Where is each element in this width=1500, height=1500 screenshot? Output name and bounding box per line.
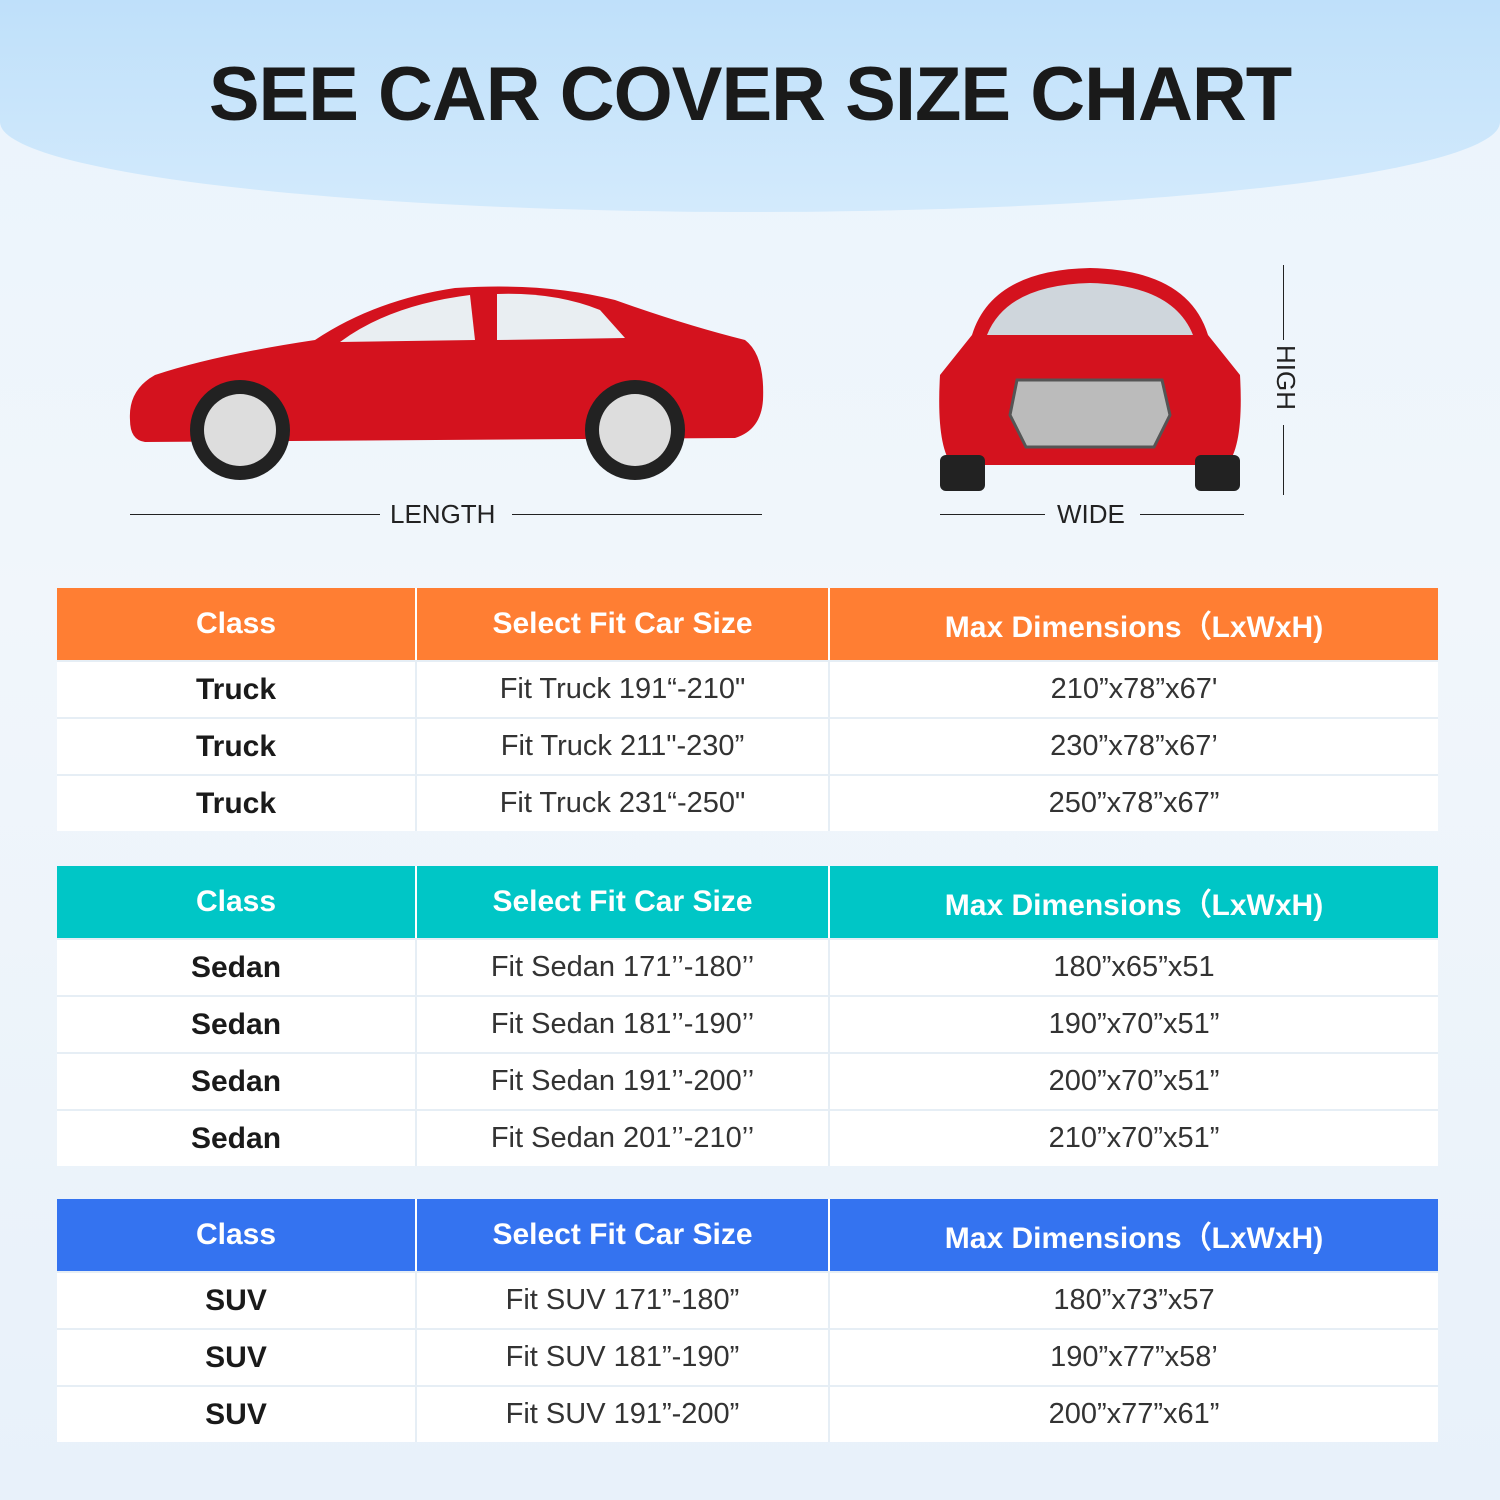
- table-header: Class Select Fit Car Size Max Dimensions…: [57, 866, 1438, 938]
- fit-size-cell: Fit SUV 171”-180”: [417, 1273, 830, 1328]
- class-cell: SUV: [57, 1273, 417, 1328]
- dimensions-cell: 230”x78”x67’: [1050, 730, 1218, 762]
- fit-size-cell: Fit Sedan 201’’-210’’: [417, 1111, 830, 1166]
- fit-size-cell: Fit SUV 181”-190”: [417, 1330, 830, 1385]
- table-row: SUV Fit SUV 171”-180” 180”x73”x57: [57, 1271, 1438, 1328]
- fit-size-cell: Fit Sedan 171’’-180’’: [417, 940, 830, 995]
- class-cell: Truck: [57, 776, 417, 831]
- table-row: Truck Fit Truck 211"-230” 230”x78”x67’: [57, 717, 1438, 774]
- class-cell: Truck: [57, 662, 417, 717]
- class-cell: Truck: [57, 719, 417, 774]
- class-cell: SUV: [57, 1387, 417, 1442]
- table-header: Class Select Fit Car Size Max Dimensions…: [57, 1199, 1438, 1271]
- table-row: Truck Fit Truck 231“-250" 250”x78”x67”: [57, 774, 1438, 831]
- dimensions-cell: 200”x70”x51”: [1048, 1065, 1220, 1097]
- header-class: Class: [57, 866, 417, 938]
- header-max-dimensions: Max Dimensions（LxWxH): [944, 889, 1324, 922]
- header-fit-size: Select Fit Car Size: [417, 588, 830, 660]
- class-cell: Sedan: [57, 997, 417, 1052]
- wide-arrow-right: [1140, 514, 1244, 515]
- header-fit-size: Select Fit Car Size: [417, 1199, 830, 1271]
- header-class: Class: [57, 588, 417, 660]
- length-arrow-left: [130, 514, 380, 515]
- class-cell: SUV: [57, 1330, 417, 1385]
- fit-size-cell: Fit Sedan 191’’-200’’: [417, 1054, 830, 1109]
- truck-size-table: Class Select Fit Car Size Max Dimensions…: [57, 588, 1438, 831]
- high-arrow-bottom: [1283, 425, 1284, 495]
- header-max-dimensions: Max Dimensions（LxWxH): [944, 1222, 1324, 1255]
- header-class: Class: [57, 1199, 417, 1271]
- car-side-view-image: [129, 286, 764, 480]
- suv-size-table: Class Select Fit Car Size Max Dimensions…: [57, 1199, 1438, 1442]
- dimensions-cell: 190”x70”x51”: [1048, 1008, 1220, 1040]
- wide-label: WIDE: [1057, 499, 1125, 529]
- table-row: Truck Fit Truck 191“-210" 210”x78”x67': [57, 660, 1438, 717]
- dimensions-cell: 200”x77”x61”: [1048, 1398, 1220, 1430]
- dimensions-cell: 250”x78”x67”: [1048, 787, 1220, 819]
- table-row: Sedan Fit Sedan 171’’-180’’ 180”x65”x51: [57, 938, 1438, 995]
- dimensions-cell: 210”x78”x67': [1050, 673, 1218, 705]
- sedan-size-table: Class Select Fit Car Size Max Dimensions…: [57, 866, 1438, 1166]
- class-cell: Sedan: [57, 1054, 417, 1109]
- fit-size-cell: Fit Truck 211"-230”: [417, 719, 830, 774]
- table-header: Class Select Fit Car Size Max Dimensions…: [57, 588, 1438, 660]
- page-title: SEE CAR COVER SIZE CHART: [208, 52, 1292, 137]
- dimensions-cell: 180”x73”x57: [1053, 1284, 1215, 1316]
- length-arrow-right: [512, 514, 762, 515]
- car-front-view-image: [939, 268, 1241, 491]
- fit-size-cell: Fit SUV 191”-200”: [417, 1387, 830, 1442]
- table-row: SUV Fit SUV 181”-190” 190”x77”x58’: [57, 1328, 1438, 1385]
- dimensions-cell: 180”x65”x51: [1053, 951, 1215, 983]
- class-cell: Sedan: [57, 940, 417, 995]
- header-fit-size: Select Fit Car Size: [417, 866, 830, 938]
- dimensions-cell: 210”x70”x51”: [1048, 1122, 1220, 1154]
- fit-size-cell: Fit Truck 191“-210": [417, 662, 830, 717]
- table-row: Sedan Fit Sedan 191’’-200’’ 200”x70”x51”: [57, 1052, 1438, 1109]
- header-max-dimensions: Max Dimensions（LxWxH): [944, 611, 1324, 644]
- table-row: Sedan Fit Sedan 181’’-190’’ 190”x70”x51”: [57, 995, 1438, 1052]
- wide-arrow-left: [940, 514, 1045, 515]
- high-arrow-top: [1283, 265, 1284, 340]
- high-label: HIGH: [1271, 345, 1301, 410]
- fit-size-cell: Fit Sedan 181’’-190’’: [417, 997, 830, 1052]
- dimensions-cell: 190”x77”x58’: [1050, 1341, 1218, 1373]
- table-row: Sedan Fit Sedan 201’’-210’’ 210”x70”x51”: [57, 1109, 1438, 1166]
- fit-size-cell: Fit Truck 231“-250": [417, 776, 830, 831]
- header-band: [0, 0, 1500, 212]
- class-cell: Sedan: [57, 1111, 417, 1166]
- length-label: LENGTH: [390, 499, 496, 529]
- table-row: SUV Fit SUV 191”-200” 200”x77”x61”: [57, 1385, 1438, 1442]
